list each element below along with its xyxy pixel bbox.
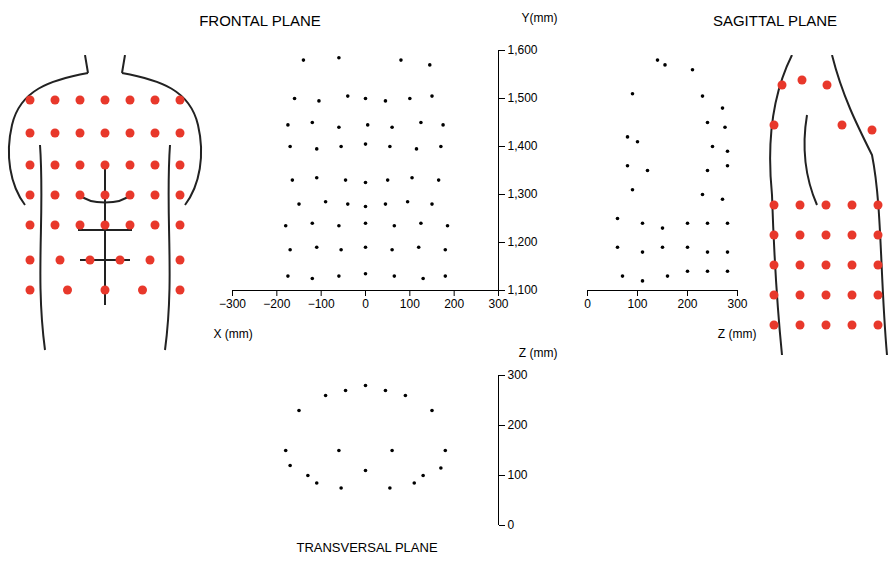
svg-text:100: 100 (508, 468, 528, 482)
svg-text:300: 300 (488, 297, 508, 311)
svg-text:100: 100 (627, 297, 647, 311)
svg-text:1,600: 1,600 (508, 43, 538, 57)
html-text:TRANSVERSAL PLANE: TRANSVERSAL PLANE (296, 540, 438, 555)
svg-text:1,500: 1,500 (508, 91, 538, 105)
svg-text:1,200: 1,200 (508, 235, 538, 249)
svg-text:0: 0 (508, 518, 515, 532)
svg-text:100: 100 (400, 297, 420, 311)
svg-text:200: 200 (508, 418, 528, 432)
svg-text:300: 300 (727, 297, 747, 311)
svg-text:Z (mm): Z (mm) (519, 346, 558, 360)
svg-text:1,400: 1,400 (508, 139, 538, 153)
svg-text:−200: −200 (263, 297, 290, 311)
html-text:SAGITTAL PLANE: SAGITTAL PLANE (712, 12, 838, 29)
html-text:FRONTAL PLANE: FRONTAL PLANE (199, 12, 321, 29)
svg-text:−300: −300 (219, 297, 246, 311)
svg-text:−100: −100 (308, 297, 335, 311)
svg-text:1,100: 1,100 (508, 283, 538, 297)
svg-text:0: 0 (362, 297, 369, 311)
svg-text:200: 200 (444, 297, 464, 311)
svg-text:0: 0 (584, 297, 591, 311)
svg-text:200: 200 (677, 297, 697, 311)
svg-text:1,300: 1,300 (508, 187, 538, 201)
svg-text:X (mm): X (mm) (214, 327, 253, 341)
svg-text:Y(mm): Y(mm) (522, 11, 558, 25)
svg-text:Z (mm): Z (mm) (718, 327, 757, 341)
svg-text:300: 300 (508, 368, 528, 382)
